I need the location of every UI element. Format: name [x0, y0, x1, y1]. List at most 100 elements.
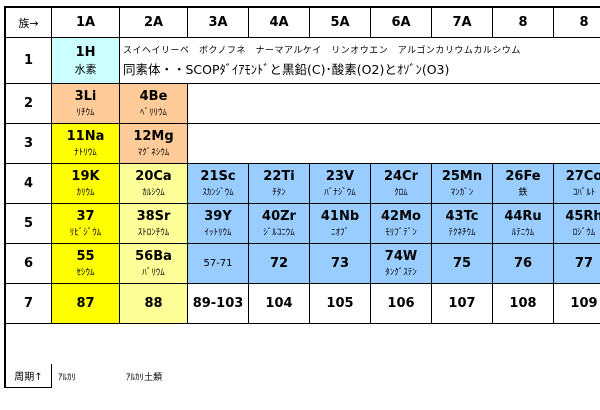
element-cell: 3Li ﾘﾁｳﾑ: [52, 84, 120, 124]
element-cell: 72: [249, 244, 310, 284]
element-cell: 11Na ﾅﾄﾘｳﾑ: [52, 124, 120, 164]
element-cell: 19K ｶﾘｳﾑ: [52, 164, 120, 204]
element-name: ｸﾛﾑ: [394, 187, 408, 198]
element-cell: 41Nb ﾆｵﾌﾞ: [310, 204, 371, 244]
group-family-label: ｱﾙｶﾘ土類: [126, 373, 163, 383]
element-symbol: 87: [76, 295, 95, 311]
element-name: ﾊﾞﾅｼﾞｳﾑ: [324, 187, 356, 198]
element-cell: 74W ﾀﾝｸﾞｽﾃﾝ: [371, 244, 432, 284]
element-symbol: 41Nb: [320, 208, 360, 224]
element-cell: 24Cr ｸﾛﾑ: [371, 164, 432, 204]
element-symbol: 108: [509, 295, 537, 311]
element-symbol: 56Ba: [135, 248, 172, 264]
element-symbol: 23V: [325, 168, 355, 184]
group-family-label: ｱﾙｶﾘ: [58, 373, 77, 383]
element-name: ｽﾄﾛﾝﾁｳﾑ: [137, 227, 170, 238]
element-cell: 89-103: [188, 284, 249, 324]
element-cell: 43Tc ﾃｸﾈﾁｳﾑ: [432, 204, 493, 244]
period-label: 5: [6, 204, 52, 244]
allotrope-note: 同素体・・SCOPﾀﾞｲｱﾓﾝﾄﾞと黒鉛(C)･酸素(O2)とｵｿﾞﾝ(O3): [123, 62, 450, 77]
element-symbol: 19K: [71, 168, 100, 184]
element-symbol: 73: [330, 255, 350, 271]
element-symbol: 89-103: [192, 295, 244, 311]
element-name: ｶﾙｼｳﾑ: [142, 187, 165, 198]
element-cell: 44Ru ﾙﾃﾆｳﾑ: [493, 204, 554, 244]
element-symbol: 72: [269, 255, 289, 271]
element-symbol: 104: [265, 295, 293, 311]
element-cell: 39Y ｲｯﾄﾘｳﾑ: [188, 204, 249, 244]
mnemonic-note: スイヘイリーベ ボクノフネ ナーマアルケイ リンオウエン アルゴンカリウムカルシ…: [120, 38, 600, 84]
element-cell: 27Co ｺﾊﾞﾙﾄ: [554, 164, 600, 204]
element-name: ﾏﾝｶﾞﾝ: [450, 187, 474, 198]
mnemonic-line: スイヘイリーベ ボクノフネ ナーマアルケイ リンオウエン アルゴンカリウムカルシ…: [123, 46, 521, 56]
element-cell-hydrogen: 1H 水素: [52, 38, 120, 84]
element-cell: 21Sc ｽｶﾝｼﾞｳﾑ: [188, 164, 249, 204]
element-name: ﾏｸﾞﾈｼｳﾑ: [137, 147, 170, 158]
period-label: 3: [6, 124, 52, 164]
element-name: ﾘﾁｳﾑ: [76, 107, 95, 118]
element-symbol: 44Ru: [504, 208, 542, 224]
element-cell: 12Mg ﾏｸﾞﾈｼｳﾑ: [120, 124, 188, 164]
element-name: ﾓﾘﾌﾞﾃﾞﾝ: [385, 227, 417, 238]
element-name: 57-71: [203, 257, 233, 269]
element-symbol: 88: [144, 295, 163, 311]
element-symbol: 27Co: [565, 168, 600, 184]
element-cell: 4Be ﾍﾞﾘﾘｳﾑ: [120, 84, 188, 124]
element-cell: 55 ｾｼｳﾑ: [52, 244, 120, 284]
element-cell: 106: [371, 284, 432, 324]
group-header: 7A: [432, 8, 493, 38]
element-name: ｾｼｳﾑ: [76, 267, 95, 278]
element-cell: 107: [432, 284, 493, 324]
element-name: ﾊﾞﾘｳﾑ: [142, 267, 165, 278]
element-name: ﾆｵﾌﾞ: [330, 227, 349, 238]
group-header-corner: 族→: [6, 8, 52, 38]
element-symbol: 45Rh: [565, 208, 600, 224]
group-header: 6A: [371, 8, 432, 38]
period-label: 1: [6, 38, 52, 84]
element-symbol: 1H: [75, 44, 96, 60]
period-footer-corner: 周期↑: [6, 364, 52, 388]
element-name: ｺﾊﾞﾙﾄ: [572, 187, 596, 198]
element-cell: 42Mo ﾓﾘﾌﾞﾃﾞﾝ: [371, 204, 432, 244]
element-name: ﾍﾞﾘﾘｳﾑ: [139, 107, 167, 118]
element-cell: 76: [493, 244, 554, 284]
element-symbol: 21Sc: [200, 168, 236, 184]
group-header: 4A: [249, 8, 310, 38]
element-symbol: 4Be: [139, 88, 168, 104]
element-cell: 20Ca ｶﾙｼｳﾑ: [120, 164, 188, 204]
element-name: ﾙﾃﾆｳﾑ: [511, 227, 535, 238]
element-cell: 73: [310, 244, 371, 284]
element-symbol: 105: [326, 295, 354, 311]
element-cell: 22Ti ﾁﾀﾝ: [249, 164, 310, 204]
element-cell: 109: [554, 284, 600, 324]
element-cell: 57-71: [188, 244, 249, 284]
element-symbol: 75: [452, 255, 472, 271]
element-cell: 25Mn ﾏﾝｶﾞﾝ: [432, 164, 493, 204]
element-symbol: 24Cr: [383, 168, 419, 184]
element-symbol: 39Y: [204, 208, 232, 224]
group-header: 2A: [120, 8, 188, 38]
periodic-table: 族→ 1A 2A 3A 4A 5A 6A 7A 8 8 1 1H 水素 スイヘイ…: [4, 6, 600, 388]
element-cell: 105: [310, 284, 371, 324]
element-symbol: 38Sr: [136, 208, 171, 224]
element-symbol: 26Fe: [505, 168, 541, 184]
element-symbol: 40Zr: [262, 208, 296, 224]
element-symbol: 43Tc: [445, 208, 479, 224]
element-symbol: 37: [76, 208, 95, 224]
element-cell: 77: [554, 244, 600, 284]
element-name: ﾛｼﾞｳﾑ: [572, 227, 596, 238]
group-header: 1A: [52, 8, 120, 38]
element-symbol: 42Mo: [381, 208, 421, 224]
element-cell: 40Zr ｼﾞﾙｺﾆｳﾑ: [249, 204, 310, 244]
element-name: ﾀﾝｸﾞｽﾃﾝ: [385, 267, 417, 278]
element-name: ｼﾞﾙｺﾆｳﾑ: [263, 227, 295, 238]
element-name: ｲｯﾄﾘｳﾑ: [204, 227, 232, 238]
element-cell: 56Ba ﾊﾞﾘｳﾑ: [120, 244, 188, 284]
group-header: 8: [554, 8, 600, 38]
period-label: 2: [6, 84, 52, 124]
element-symbol: 20Ca: [135, 168, 172, 184]
element-symbol: 22Ti: [263, 168, 295, 184]
element-name: 水素: [74, 62, 97, 76]
period-label: 4: [6, 164, 52, 204]
element-cell: 23V ﾊﾞﾅｼﾞｳﾑ: [310, 164, 371, 204]
